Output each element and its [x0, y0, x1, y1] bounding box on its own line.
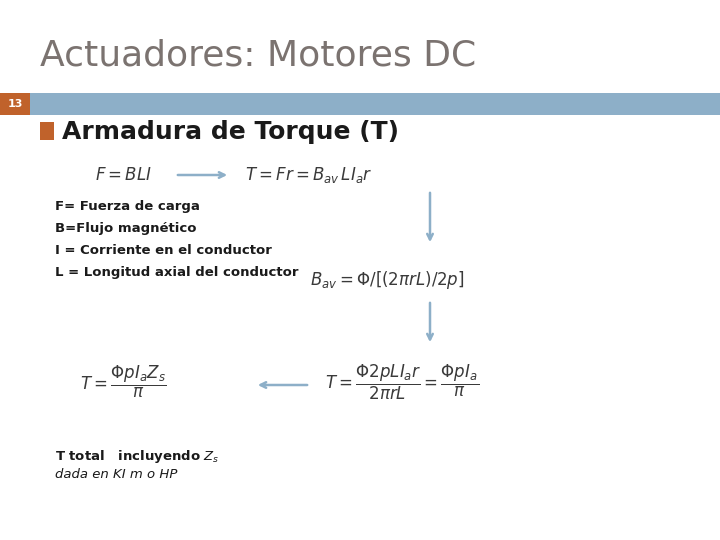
Bar	[0, 93, 30, 115]
Text: I = Corriente en el conductor: I = Corriente en el conductor	[55, 244, 272, 257]
Text: 13: 13	[7, 99, 23, 109]
Bar	[40, 122, 54, 140]
Text: F= Fuerza de carga: F= Fuerza de carga	[55, 200, 200, 213]
Text: Actuadores: Motores DC: Actuadores: Motores DC	[40, 38, 476, 72]
Text: $F = BLI$: $F = BLI$	[95, 166, 152, 184]
Bar	[30, 93, 720, 115]
Text: Armadura de Torque (T): Armadura de Torque (T)	[62, 120, 399, 144]
Text: B=Flujo magnético: B=Flujo magnético	[55, 222, 197, 235]
Text: $T = \dfrac{\Phi 2pLI_{a}r}{2\pi rL} = \dfrac{\Phi p I_{a}}{\pi}$: $T = \dfrac{\Phi 2pLI_{a}r}{2\pi rL} = \…	[325, 362, 479, 402]
Text: $T = Fr = B_{av}\, LI_{a}r$: $T = Fr = B_{av}\, LI_{a}r$	[245, 165, 372, 185]
Text: T total   incluyendo $Z_s$: T total incluyendo $Z_s$	[55, 448, 220, 465]
Text: dada en KI m o HP: dada en KI m o HP	[55, 468, 177, 481]
Text: $T = \dfrac{\Phi p I_{a} Z_{s}}{\pi}$: $T = \dfrac{\Phi p I_{a} Z_{s}}{\pi}$	[80, 364, 167, 400]
Text: L = Longitud axial del conductor: L = Longitud axial del conductor	[55, 266, 299, 279]
Text: $B_{av} = \Phi/[(2\pi rL)/2p]$: $B_{av} = \Phi/[(2\pi rL)/2p]$	[310, 269, 464, 291]
